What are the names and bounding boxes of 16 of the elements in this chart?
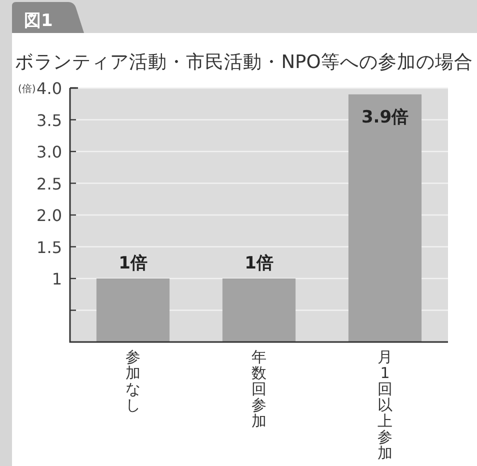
y-tick-label: 3.0 [36, 142, 62, 162]
data-label: 3.9倍 [361, 107, 409, 128]
x-tick-label: 参加なし [126, 348, 140, 414]
chart-title: ボランティア活動・市民活動・NPO等への参加の場合 [15, 51, 473, 73]
x-tick-label: 年数回参加 [252, 348, 266, 430]
caption: 図1 [24, 11, 53, 31]
data-label: 1倍 [118, 254, 148, 274]
data-label: 1倍 [244, 254, 274, 274]
y-tick-label: 1.5 [36, 238, 62, 257]
y-tick-label: 2.5 [36, 174, 62, 194]
y-tick-label: 3.5 [36, 110, 62, 130]
y-axis-title: (倍) [18, 83, 36, 95]
y-tick-label: 2.0 [36, 206, 62, 225]
y-tick-label: 1 [52, 270, 62, 288]
y-tick-label: 4.0 [36, 79, 62, 98]
x-tick-label: 月1回以上参加 [378, 348, 392, 462]
